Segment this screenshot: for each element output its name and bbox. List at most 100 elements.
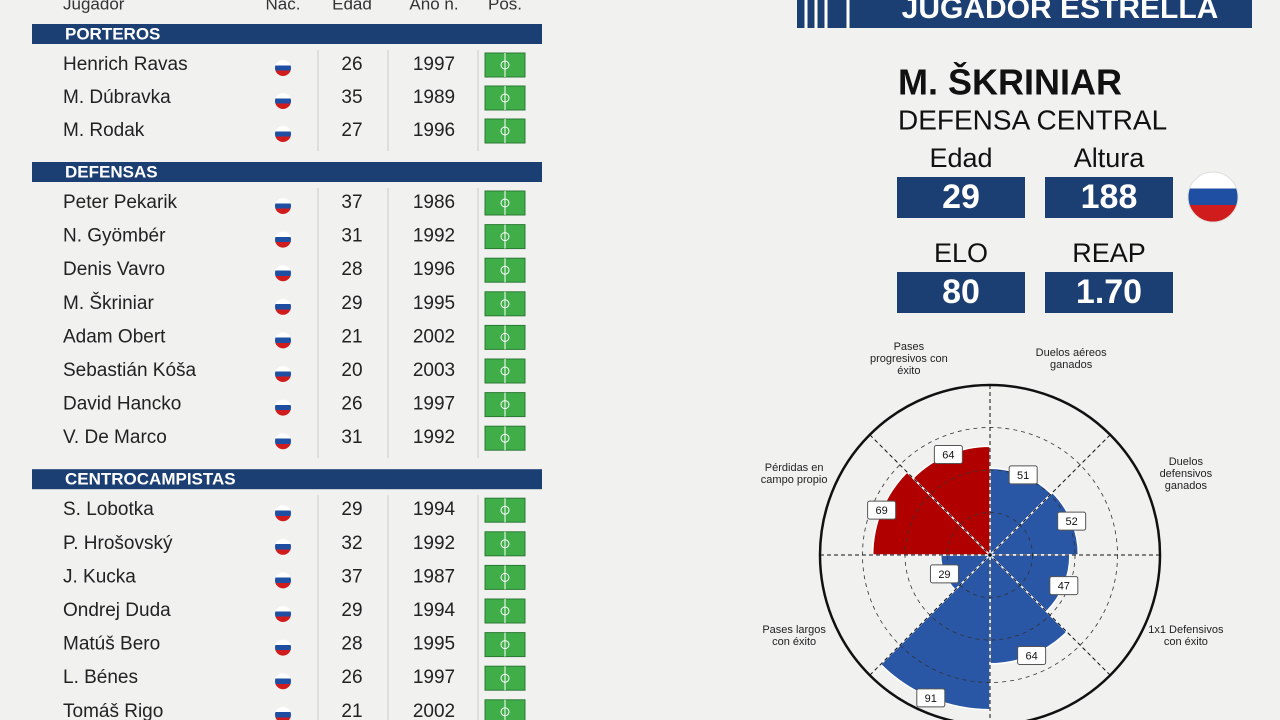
age: 26: [341, 667, 362, 688]
age: 26: [341, 394, 362, 415]
flag: [275, 639, 291, 656]
player-name: N. Gyömbér: [63, 226, 166, 247]
category-label: Pases largos con éxito: [762, 624, 826, 648]
category-label: Duelos aéreos ganados: [1036, 347, 1107, 371]
flag: [1187, 171, 1239, 223]
star-position: DEFENSA CENTRAL: [898, 104, 1167, 135]
flag: [275, 538, 291, 555]
outer-circle: [818, 383, 1162, 720]
header-stripes: [804, 0, 850, 28]
birth-year: 2002: [413, 701, 455, 720]
player-name: P. Hrošovský: [63, 533, 173, 554]
value-box: [933, 444, 963, 464]
birth-year: 2003: [413, 360, 455, 381]
pitch-circle: [500, 640, 510, 650]
column-header: Edad: [332, 0, 372, 13]
section-title: CENTROCAMPISTAS: [65, 470, 236, 489]
section-bar: [32, 162, 542, 182]
value-box: [1057, 511, 1087, 531]
flag: [275, 572, 291, 589]
player-name: S. Lobotka: [63, 499, 154, 520]
age: 29: [341, 293, 362, 314]
column-header: Año n.: [409, 0, 458, 13]
age: 21: [341, 701, 362, 720]
age: 31: [341, 226, 362, 247]
stat-label: Edad: [929, 143, 992, 173]
pitch-circle: [500, 572, 510, 582]
value-box: [1017, 646, 1047, 666]
value-label: 52: [1066, 516, 1078, 528]
pitch-circle: [500, 539, 510, 549]
pitch-circle: [500, 299, 510, 309]
value-label: 69: [876, 505, 888, 517]
stat-value: 188: [1081, 178, 1138, 216]
birth-year: 1997: [413, 667, 455, 688]
age: 29: [341, 600, 362, 621]
value-label: 64: [1026, 650, 1038, 662]
value-box: [916, 688, 946, 708]
player-name: L. Bénes: [63, 667, 138, 688]
section-bar: [32, 24, 542, 44]
pitch-circle: [500, 505, 510, 515]
category-label: Duelos defensivos ganados: [1160, 456, 1213, 492]
section-title: PORTEROS: [65, 24, 160, 43]
age: 35: [341, 87, 362, 108]
birth-year: 1992: [413, 427, 455, 448]
pitch-circle: [500, 400, 510, 410]
player-name: Sebastián Kóša: [63, 360, 197, 381]
player-name: Adam Obert: [63, 326, 166, 347]
flag: [275, 60, 291, 76]
player-name: Henrich Ravas: [63, 54, 188, 75]
value-label: 51: [1017, 470, 1029, 482]
value-label: 47: [1058, 580, 1070, 592]
player-name: M. Dúbravka: [63, 87, 171, 108]
pitch-circle: [500, 93, 510, 103]
flag: [275, 606, 291, 622]
flag: [275, 265, 291, 282]
birth-year: 1994: [413, 499, 456, 520]
pitch-circle: [500, 198, 510, 208]
value-label: 29: [938, 569, 950, 581]
stat-value: 29: [942, 178, 980, 216]
birth-year: 1987: [413, 566, 455, 587]
age: 28: [341, 634, 362, 655]
stat-label: ELO: [934, 238, 988, 268]
value-box: [1049, 576, 1079, 596]
age: 37: [341, 192, 362, 213]
flag: [275, 332, 291, 349]
flag: [275, 231, 291, 248]
birth-year: 1994: [413, 600, 456, 621]
pitch-circle: [500, 126, 510, 136]
player-name: David Hancko: [63, 394, 181, 415]
flag: [275, 126, 291, 142]
value-box: [1008, 465, 1038, 485]
age: 29: [341, 499, 362, 520]
flag: [275, 298, 291, 315]
pitch-circle: [500, 673, 510, 683]
age: 20: [341, 360, 362, 381]
category-label: 1x1 Defensivos con éxito: [1148, 624, 1224, 648]
player-name: V. De Marco: [63, 427, 167, 448]
flag: [275, 93, 291, 109]
player-name: Peter Pekarik: [63, 192, 178, 213]
pitch-circle: [500, 265, 510, 275]
pitch-circle: [500, 232, 510, 242]
age: 31: [341, 427, 362, 448]
stat-box: [1045, 272, 1173, 313]
flag: [275, 366, 291, 382]
flag: [275, 399, 291, 416]
birth-year: 1997: [413, 394, 455, 415]
player-name: Denis Vavro: [63, 259, 165, 280]
flag: [275, 433, 291, 450]
pitch-circle: [500, 332, 510, 342]
birth-year: 1992: [413, 533, 455, 554]
star-header-bar: [797, 0, 1252, 28]
age: 21: [341, 326, 362, 347]
birth-year: 1995: [413, 634, 455, 655]
flag: [275, 505, 291, 522]
pitch-circle: [500, 366, 510, 376]
section-title: DEFENSAS: [65, 162, 158, 181]
player-name: Tomáš Rigo: [63, 701, 163, 720]
